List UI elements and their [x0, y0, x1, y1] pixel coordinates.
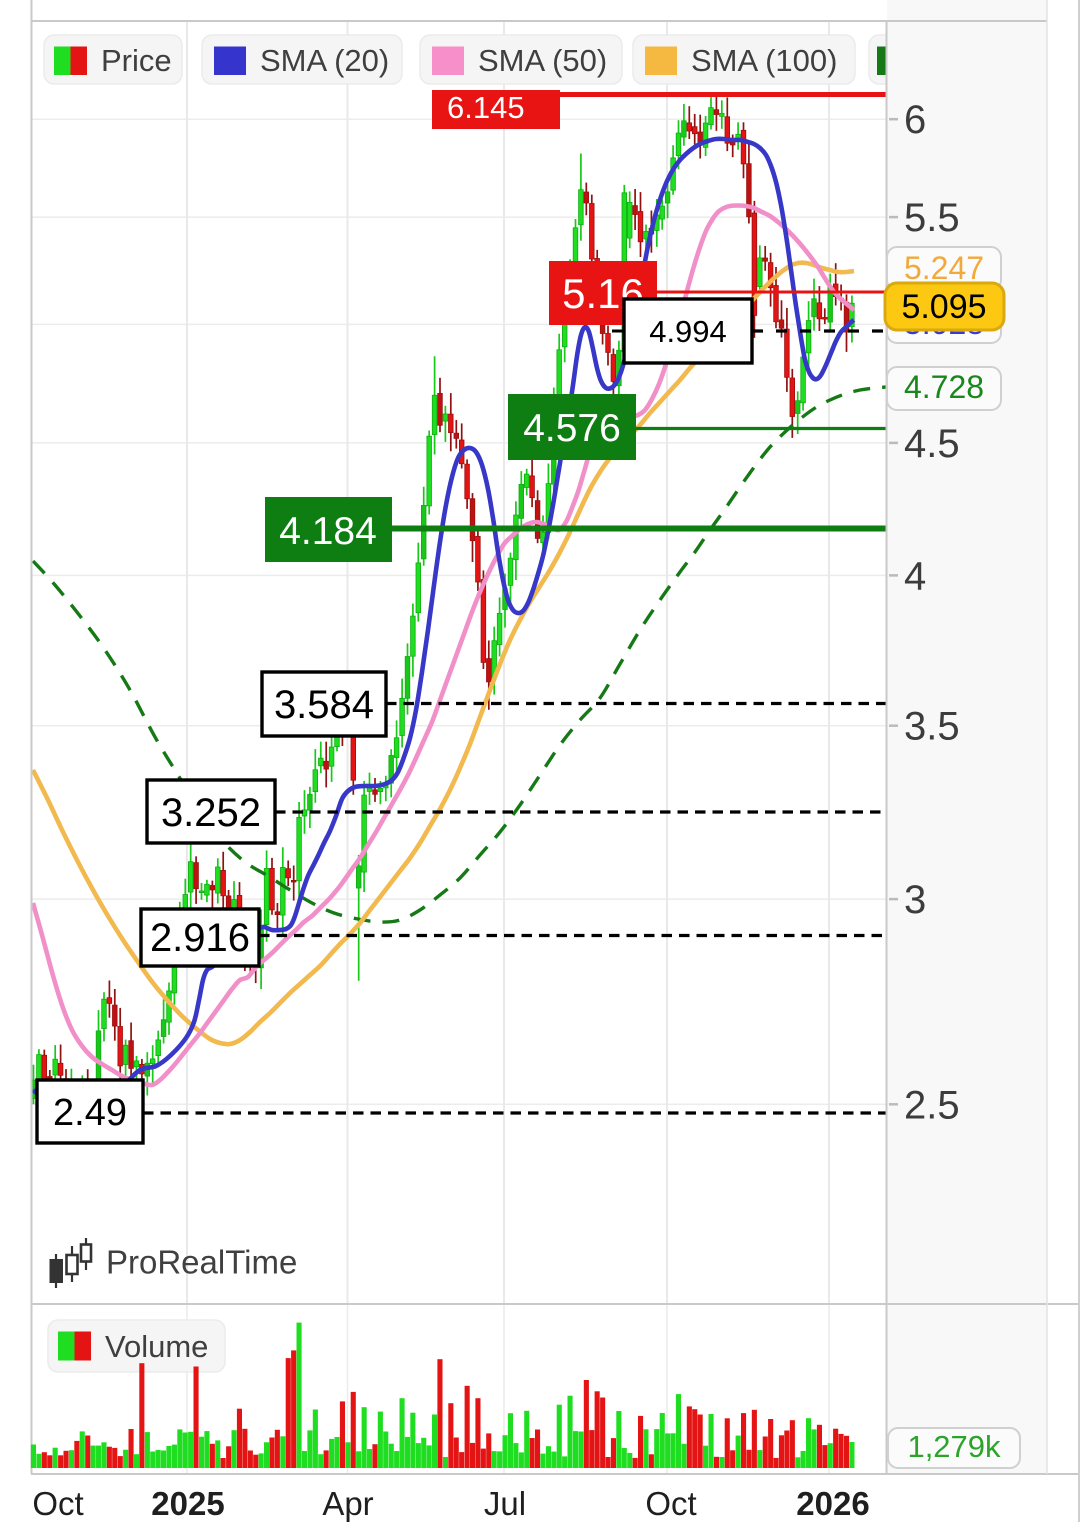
svg-text:3.5: 3.5 [904, 705, 960, 749]
svg-text:2.916: 2.916 [150, 916, 250, 960]
svg-text:2.5: 2.5 [904, 1083, 960, 1127]
svg-text:4.184: 4.184 [279, 510, 377, 553]
svg-text:4.728: 4.728 [904, 369, 984, 405]
svg-text:5.095: 5.095 [901, 288, 986, 326]
svg-text:4: 4 [904, 554, 926, 598]
svg-text:1,279k: 1,279k [907, 1429, 1001, 1464]
svg-text:SMA (50): SMA (50) [478, 43, 607, 78]
svg-text:5.247: 5.247 [904, 250, 984, 286]
svg-text:SMA (100): SMA (100) [691, 43, 837, 78]
svg-text:6.145: 6.145 [447, 90, 525, 125]
svg-text:Price: Price [101, 43, 172, 78]
svg-text:4.576: 4.576 [523, 407, 621, 450]
svg-text:Oct: Oct [32, 1485, 83, 1522]
svg-text:SMA (20): SMA (20) [260, 43, 389, 78]
svg-text:Apr: Apr [322, 1485, 373, 1522]
svg-text:4.5: 4.5 [904, 422, 960, 466]
svg-text:ProRealTime: ProRealTime [106, 1244, 297, 1281]
svg-text:2025: 2025 [151, 1485, 224, 1522]
svg-text:3.252: 3.252 [161, 791, 261, 835]
svg-text:Volume: Volume [105, 1329, 208, 1364]
svg-text:3: 3 [904, 878, 926, 922]
svg-text:4.994: 4.994 [649, 314, 727, 349]
svg-text:5.5: 5.5 [904, 196, 960, 240]
svg-text:Jul: Jul [484, 1485, 526, 1522]
svg-text:3.584: 3.584 [274, 683, 374, 727]
svg-text:Oct: Oct [645, 1485, 696, 1522]
svg-text:2026: 2026 [796, 1485, 869, 1522]
svg-text:2.49: 2.49 [53, 1092, 127, 1134]
svg-text:6: 6 [904, 98, 926, 142]
